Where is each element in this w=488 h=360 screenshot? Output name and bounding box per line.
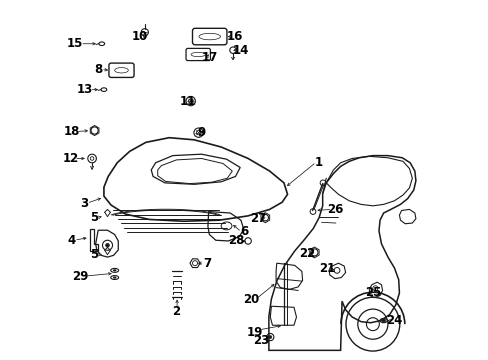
Ellipse shape [113, 270, 116, 271]
Text: 5: 5 [90, 248, 98, 261]
Text: 12: 12 [62, 152, 79, 165]
Text: 15: 15 [67, 37, 83, 50]
Text: 21: 21 [318, 262, 334, 275]
Text: 17: 17 [201, 51, 217, 64]
Text: 16: 16 [226, 30, 242, 43]
Text: 26: 26 [326, 203, 343, 216]
Circle shape [268, 336, 271, 338]
Circle shape [381, 319, 385, 322]
Text: 22: 22 [299, 247, 315, 260]
Text: 29: 29 [72, 270, 88, 283]
Text: 27: 27 [249, 212, 265, 225]
Text: 14: 14 [232, 44, 248, 57]
Text: 11: 11 [180, 95, 196, 108]
Text: 7: 7 [203, 257, 211, 270]
Text: 5: 5 [90, 211, 98, 224]
Text: 24: 24 [386, 314, 402, 327]
Text: 6: 6 [240, 225, 248, 238]
Text: 8: 8 [94, 63, 102, 76]
Text: 3: 3 [80, 197, 88, 210]
Text: 28: 28 [228, 234, 244, 247]
Text: 25: 25 [364, 287, 380, 300]
Text: 19: 19 [246, 326, 262, 339]
Circle shape [105, 243, 109, 247]
Text: 2: 2 [172, 306, 180, 319]
Text: 4: 4 [67, 234, 76, 247]
Text: 10: 10 [131, 30, 147, 43]
Text: 9: 9 [197, 126, 205, 139]
Text: 18: 18 [63, 125, 80, 138]
Text: 13: 13 [77, 83, 93, 96]
Text: 23: 23 [253, 334, 269, 347]
Text: 1: 1 [314, 156, 323, 168]
Text: 20: 20 [243, 293, 259, 306]
Ellipse shape [113, 277, 116, 278]
